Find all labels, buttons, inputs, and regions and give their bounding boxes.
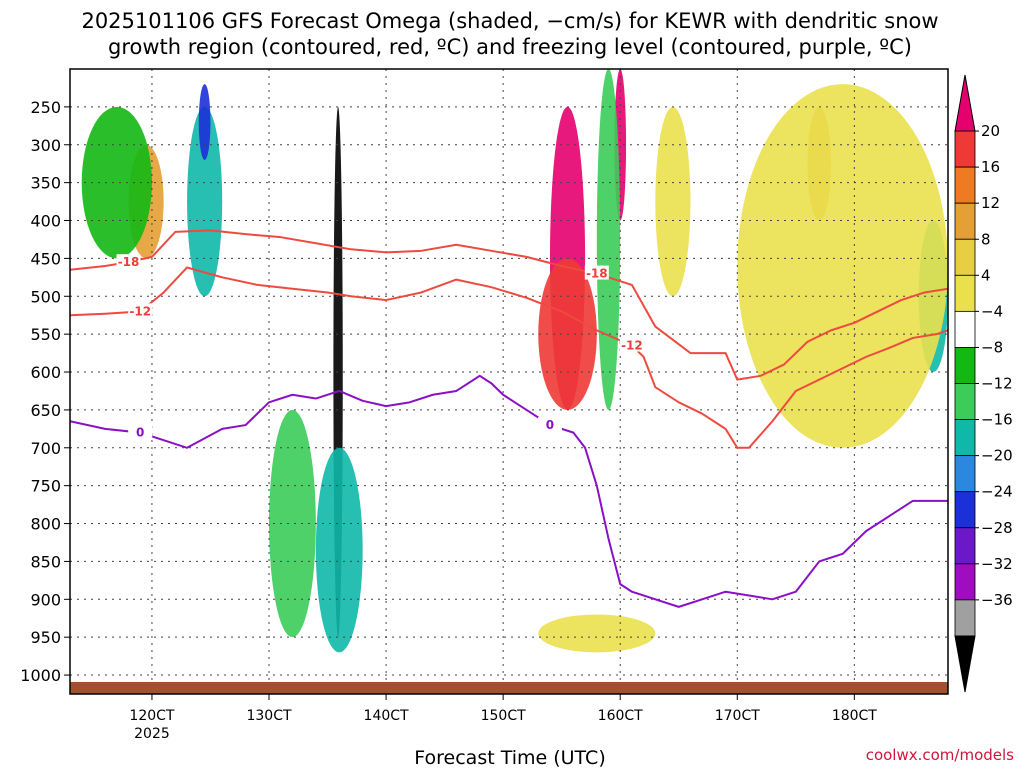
colorbar-label-9: −20 — [981, 447, 1013, 465]
colorbar-label-0: 20 — [981, 122, 1000, 140]
y-tick-label-950: 950 — [30, 628, 61, 647]
colorbar-segment-11 — [954, 491, 976, 529]
colorbar-segment-1 — [954, 130, 976, 168]
x-tick-label-150: 150CT — [481, 708, 526, 724]
colorbar-label-7: −12 — [981, 375, 1013, 393]
colorbar-segment-3 — [954, 202, 976, 240]
y-tick-label-1000: 1000 — [20, 666, 61, 685]
colorbar-label-3: 8 — [981, 230, 991, 248]
colorbar-segment-9 — [954, 419, 976, 457]
contour-label-bg-2-0 — [128, 424, 153, 439]
colorbar-label-1: 16 — [981, 158, 1000, 176]
colorbar-label-12: −32 — [981, 555, 1013, 573]
contour-label-bg-1-0 — [128, 303, 153, 318]
x-year-label: 2025 — [134, 726, 170, 742]
y-tick-label-350: 350 — [30, 174, 61, 193]
colorbar-cap-bottom — [954, 635, 976, 693]
omega-region-15 — [538, 614, 656, 653]
contour-label-bg-0-0 — [116, 254, 141, 269]
contour-label-bg-2-1 — [537, 417, 562, 432]
colorbar-segment-4 — [954, 238, 976, 276]
colorbar-segment-8 — [954, 383, 976, 420]
y-tick-label-700: 700 — [30, 439, 61, 458]
y-axis: 250 300 350 400 450 500 550 600 650 700 750 800 850 9… — [20, 98, 70, 685]
x-tick-label-120: 120CT — [129, 708, 174, 724]
contour-label-2-0: 0 — [136, 426, 144, 440]
y-tick-label-650: 650 — [30, 401, 61, 420]
y-tick-label-600: 600 — [30, 363, 61, 382]
y-tick-label-250: 250 — [30, 98, 61, 117]
colorbar-segment-7 — [954, 347, 976, 384]
colorbar-segment-13 — [954, 563, 976, 601]
colorbar-label-8: −16 — [981, 411, 1013, 429]
y-tick-label-500: 500 — [30, 287, 61, 306]
contour-0 — [70, 229, 948, 381]
y-tick-label-300: 300 — [30, 136, 61, 155]
x-tick-label-160: 160CT — [598, 708, 643, 724]
omega-region-9 — [269, 409, 316, 638]
contour-label-2-1: 0 — [546, 418, 554, 432]
omega-region-5 — [187, 106, 223, 297]
colorbar-cap-top — [954, 74, 976, 132]
y-tick-label-900: 900 — [30, 590, 61, 609]
contour-label-1-0: -12 — [129, 304, 151, 318]
colorbar-label-10: −24 — [981, 483, 1013, 501]
x-tick-label-130: 130CT — [246, 708, 291, 724]
colorbar-segment-14 — [954, 599, 976, 637]
contour-1 — [70, 266, 948, 449]
contour-label-1-1: -12 — [621, 339, 643, 353]
contour-label-bg-0-1 — [584, 265, 609, 280]
y-tick-label-400: 400 — [30, 212, 61, 231]
x-axis: 120CT 130CT 140CT 150CT 160CT 170CT 180CT 2025 — [129, 694, 877, 742]
contour-label-0-0: -18 — [118, 255, 140, 269]
y-tick-label-550: 550 — [30, 325, 61, 344]
omega-region-8 — [315, 447, 363, 653]
colorbar-label-6: −8 — [981, 338, 1003, 356]
y-tick-label-800: 800 — [30, 515, 61, 534]
colorbar-segment-6 — [954, 310, 976, 348]
colorbar-segment-5 — [954, 274, 976, 312]
omega-region-6 — [198, 84, 211, 160]
omega-region-14 — [737, 84, 948, 448]
x-tick-label-170: 170CT — [715, 708, 760, 724]
credit-text: coolwx.com/models — [866, 746, 1014, 764]
x-tick-label-180: 180CT — [832, 708, 877, 724]
chart-title-line-1: 2025101106 GFS Forecast Omega (shaded, −… — [81, 9, 938, 33]
colorbar-label-2: 12 — [981, 194, 1000, 212]
omega-region-10 — [596, 69, 621, 410]
colorbar-label-11: −28 — [981, 519, 1013, 537]
plot-frame — [69, 68, 949, 695]
colorbar-segment-2 — [954, 166, 976, 204]
colorbar-segment-12 — [954, 527, 976, 565]
colorbar-segment-10 — [954, 455, 976, 493]
chart-title-line-2: growth region (contoured, red, ºC) and f… — [108, 35, 912, 59]
contour-label-0-1: -18 — [586, 267, 608, 281]
ground-surface — [70, 682, 948, 694]
colorbar: 20 16 12 8 4 −4 −8 −12 −16 −20 −24 −28 −32 −36 — [954, 74, 1013, 693]
temperature-contours: -18 -18 -12 -12 0 0 — [70, 229, 948, 608]
colorbar-label-4: 4 — [981, 266, 991, 284]
colorbar-label-13: −36 — [981, 591, 1013, 609]
contour-label-bg-1-1 — [619, 337, 644, 352]
x-axis-label: Forecast Time (UTC) — [414, 747, 605, 768]
omega-region-13 — [655, 106, 691, 297]
y-tick-label-450: 450 — [30, 249, 61, 268]
x-tick-label-140: 140CT — [364, 708, 409, 724]
colorbar-label-5: −4 — [981, 302, 1003, 320]
y-tick-label-850: 850 — [30, 552, 61, 571]
y-tick-label-750: 750 — [30, 477, 61, 496]
